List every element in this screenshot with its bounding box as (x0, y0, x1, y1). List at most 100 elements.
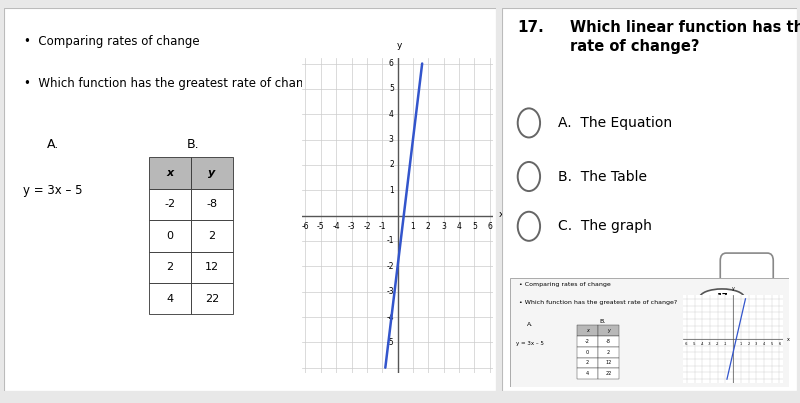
FancyBboxPatch shape (149, 251, 191, 283)
Text: -2: -2 (363, 222, 370, 231)
Text: B.: B. (187, 138, 200, 151)
Text: • Comparing rates of change: • Comparing rates of change (518, 283, 610, 287)
Text: 2: 2 (208, 231, 215, 241)
Text: 2: 2 (166, 262, 174, 272)
Text: -1: -1 (378, 222, 386, 231)
Text: C.  The graph: C. The graph (558, 219, 652, 233)
FancyBboxPatch shape (149, 157, 191, 189)
Text: -6: -6 (302, 222, 310, 231)
Text: x: x (586, 328, 589, 333)
Text: Which linear function has the greatest
rate of change?: Which linear function has the greatest r… (570, 19, 800, 54)
FancyBboxPatch shape (578, 368, 598, 379)
Text: 5: 5 (472, 222, 477, 231)
Text: y: y (732, 287, 734, 291)
Text: 22: 22 (205, 294, 219, 303)
Text: -4: -4 (332, 222, 340, 231)
Text: 2: 2 (586, 360, 590, 366)
FancyBboxPatch shape (502, 8, 797, 391)
Text: 12: 12 (606, 360, 612, 366)
Text: -5: -5 (317, 222, 325, 231)
FancyBboxPatch shape (510, 278, 789, 387)
FancyBboxPatch shape (598, 368, 619, 379)
Text: -1: -1 (724, 343, 727, 346)
Text: y: y (398, 41, 402, 50)
Text: 6: 6 (778, 343, 781, 346)
Text: •  Which function has the greatest rate of change?: • Which function has the greatest rate o… (24, 77, 324, 90)
Text: 4: 4 (389, 110, 394, 119)
Text: 1: 1 (389, 186, 394, 195)
Text: B.  The Table: B. The Table (558, 170, 647, 183)
FancyBboxPatch shape (578, 325, 598, 336)
Circle shape (700, 289, 744, 306)
Text: 1: 1 (410, 222, 415, 231)
Text: 4: 4 (586, 371, 590, 376)
FancyBboxPatch shape (191, 157, 233, 189)
Text: y = 3x – 5: y = 3x – 5 (516, 341, 544, 346)
FancyBboxPatch shape (191, 220, 233, 251)
Text: 4: 4 (166, 294, 174, 303)
FancyBboxPatch shape (191, 251, 233, 283)
Text: 3: 3 (442, 222, 446, 231)
Text: 2: 2 (747, 343, 750, 346)
Text: -4: -4 (701, 343, 704, 346)
Text: 0: 0 (586, 349, 590, 355)
Text: x: x (499, 210, 504, 219)
Text: 12: 12 (205, 262, 219, 272)
FancyBboxPatch shape (578, 347, 598, 357)
Text: 5: 5 (389, 84, 394, 93)
Text: 5: 5 (770, 343, 773, 346)
Text: -3: -3 (348, 222, 355, 231)
Text: 4: 4 (457, 222, 462, 231)
Text: 0: 0 (166, 231, 174, 241)
Text: -2: -2 (716, 343, 719, 346)
FancyBboxPatch shape (578, 357, 598, 368)
Text: -3: -3 (386, 287, 394, 296)
Text: A.: A. (47, 138, 59, 151)
FancyBboxPatch shape (4, 8, 496, 391)
Text: B.: B. (599, 320, 606, 324)
Text: -5: -5 (693, 343, 696, 346)
Text: x: x (787, 337, 790, 341)
FancyBboxPatch shape (578, 336, 598, 347)
Text: 1: 1 (740, 343, 742, 346)
Text: -3: -3 (708, 343, 712, 346)
Text: y: y (607, 328, 610, 333)
Text: y = 3x – 5: y = 3x – 5 (23, 184, 83, 197)
FancyBboxPatch shape (598, 336, 619, 347)
FancyBboxPatch shape (720, 253, 774, 307)
Text: A.: A. (527, 322, 533, 326)
FancyBboxPatch shape (598, 357, 619, 368)
Text: 2: 2 (426, 222, 430, 231)
Text: -8: -8 (606, 339, 611, 344)
FancyBboxPatch shape (191, 283, 233, 314)
Text: 4: 4 (763, 343, 765, 346)
FancyBboxPatch shape (149, 189, 191, 220)
Text: y: y (208, 168, 215, 178)
Text: -2: -2 (165, 199, 176, 210)
Text: 17: 17 (716, 293, 728, 302)
Text: • Which function has the greatest rate of change?: • Which function has the greatest rate o… (518, 300, 677, 305)
FancyBboxPatch shape (598, 325, 619, 336)
Text: x: x (166, 168, 174, 178)
Text: 2: 2 (389, 160, 394, 169)
Text: 3: 3 (389, 135, 394, 144)
Text: -2: -2 (386, 262, 394, 271)
Text: -4: -4 (386, 312, 394, 322)
Text: -1: -1 (386, 237, 394, 245)
Text: 2: 2 (607, 349, 610, 355)
Text: 6: 6 (487, 222, 492, 231)
Text: C.: C. (369, 115, 382, 128)
Text: -8: -8 (206, 199, 218, 210)
FancyBboxPatch shape (598, 347, 619, 357)
Text: -2: -2 (586, 339, 590, 344)
Text: •  Comparing rates of change: • Comparing rates of change (24, 35, 199, 48)
FancyBboxPatch shape (149, 220, 191, 251)
Text: 22: 22 (606, 371, 612, 376)
FancyBboxPatch shape (191, 189, 233, 220)
FancyBboxPatch shape (149, 283, 191, 314)
Text: 17.: 17. (517, 19, 544, 35)
Text: 3: 3 (755, 343, 758, 346)
Text: C.: C. (710, 320, 717, 324)
Text: A.  The Equation: A. The Equation (558, 116, 673, 130)
Text: 6: 6 (389, 59, 394, 68)
